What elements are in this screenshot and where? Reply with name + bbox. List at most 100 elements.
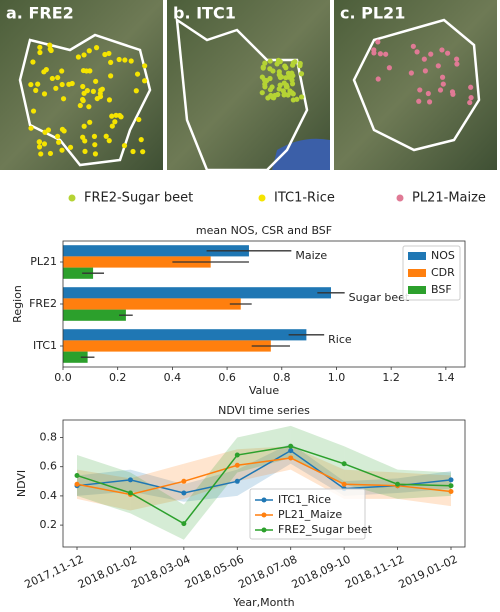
field-dot xyxy=(261,77,268,83)
point xyxy=(234,478,240,484)
legend-marker xyxy=(396,194,404,202)
field-dot xyxy=(90,88,96,94)
field-dot xyxy=(262,60,268,66)
field-dot xyxy=(60,96,67,102)
field-dot xyxy=(425,90,431,97)
field-dot xyxy=(86,48,92,54)
point xyxy=(181,521,187,527)
point xyxy=(288,443,294,449)
field-dot xyxy=(55,74,61,81)
y-tick-label: ITC1 xyxy=(33,339,57,352)
field-dot xyxy=(92,142,98,148)
field-dot xyxy=(454,56,460,62)
field-dot xyxy=(108,73,114,79)
field-dot xyxy=(86,104,92,110)
field-dot xyxy=(290,60,296,66)
field-dot xyxy=(414,49,420,55)
x-tick-label: 1.4 xyxy=(437,371,455,384)
point xyxy=(127,477,133,483)
field-dot xyxy=(282,63,288,69)
confidence-band xyxy=(237,443,291,496)
field-dot xyxy=(77,102,83,109)
field-dot xyxy=(377,51,384,57)
x-tick-label: 0.4 xyxy=(164,371,182,384)
field-dot xyxy=(281,92,287,98)
field-dot xyxy=(47,42,53,48)
field-dot xyxy=(93,45,100,51)
field-dot xyxy=(383,51,389,57)
x-tick-label: 2018,11-12 xyxy=(343,553,406,592)
legend-marker xyxy=(261,497,267,503)
field-dot xyxy=(109,113,115,119)
x-tick-label: 2018,09-10 xyxy=(290,553,353,592)
field-dot xyxy=(102,51,108,58)
annotation: Rice xyxy=(328,333,352,346)
field-dot xyxy=(36,139,42,145)
legend-label: CDR xyxy=(431,266,455,279)
line xyxy=(76,457,452,496)
field-dot xyxy=(265,95,271,101)
field-dot xyxy=(53,85,59,91)
field-dot xyxy=(37,44,43,50)
field-dot xyxy=(108,59,114,65)
x-tick-label: 2018,05-06 xyxy=(183,553,246,592)
field-dot xyxy=(103,133,109,139)
bar xyxy=(63,329,307,341)
annotation: Maize xyxy=(295,249,327,262)
field-dot xyxy=(84,88,90,94)
chart-title: mean NOS, CSR and BSF xyxy=(196,224,332,237)
field-dot xyxy=(28,125,34,131)
field-dot xyxy=(386,65,392,71)
field-dot xyxy=(262,84,268,90)
plot-frame xyxy=(62,419,466,548)
field-dot xyxy=(259,90,265,96)
field-dot xyxy=(277,82,283,88)
field-dot xyxy=(454,61,460,67)
field-dot xyxy=(106,97,113,103)
field-dot xyxy=(467,99,473,106)
y-tick-label: 0.4 xyxy=(40,489,58,502)
field-dot xyxy=(428,51,434,57)
legend-marker xyxy=(68,194,76,202)
confidence-band xyxy=(130,472,184,540)
field-dot xyxy=(59,68,65,74)
field-dot xyxy=(276,86,282,92)
y-axis-label: NDVI xyxy=(15,470,28,497)
field-dot xyxy=(82,138,88,144)
panel-label: a. FRE2 xyxy=(6,4,74,23)
map-panel: a. FRE2 xyxy=(0,0,163,170)
field-dot xyxy=(435,63,441,69)
x-tick-label: 0.2 xyxy=(109,371,127,384)
field-dot xyxy=(440,81,446,87)
bar xyxy=(63,245,249,257)
point xyxy=(234,462,240,468)
field-dot xyxy=(375,76,381,82)
confidence-band xyxy=(237,446,291,482)
field-dot xyxy=(117,112,123,119)
x-tick-label: 0.6 xyxy=(218,371,236,384)
legend-swatch xyxy=(408,286,426,294)
field-dot xyxy=(36,144,43,150)
field-dot xyxy=(54,133,61,139)
field-dot xyxy=(375,39,381,45)
field-dot xyxy=(417,87,423,93)
map-panel: b. ITC1 xyxy=(167,0,330,172)
field-dot xyxy=(289,90,295,96)
field-dot xyxy=(371,50,377,56)
field-dot xyxy=(81,52,87,58)
point xyxy=(127,490,133,496)
field-dot xyxy=(289,77,295,83)
x-tick-label: 2018,01-02 xyxy=(76,553,139,592)
point xyxy=(288,455,294,461)
y-tick-label: 0.2 xyxy=(40,518,58,531)
point xyxy=(74,481,80,487)
lake xyxy=(272,138,330,170)
region-outline xyxy=(352,18,481,152)
field-dot xyxy=(408,70,414,76)
confidence-band xyxy=(183,469,238,502)
field-dot xyxy=(92,151,99,157)
field-dot xyxy=(426,99,433,105)
field-dot xyxy=(142,63,148,69)
bar xyxy=(63,340,271,352)
